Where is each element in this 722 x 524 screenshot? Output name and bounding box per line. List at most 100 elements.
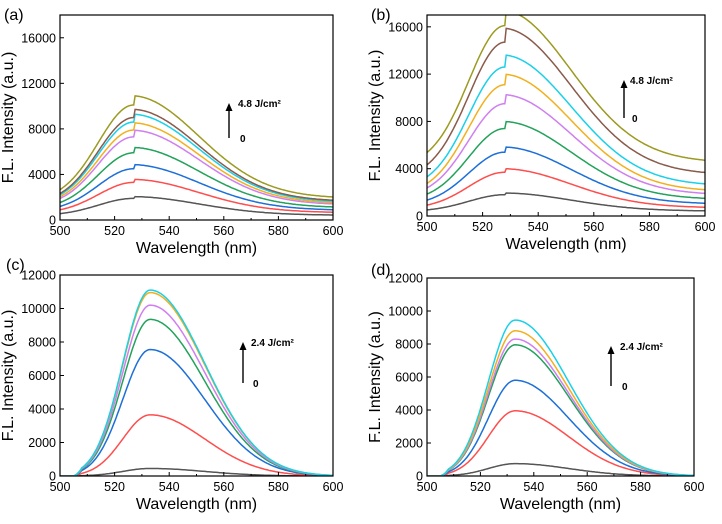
panel-label: (a) [4, 7, 24, 24]
y-tick-label: 12000 [21, 77, 56, 91]
y-tick-label: 10000 [21, 302, 56, 316]
y-axis-label: F.L. Intensity (a.u.) [367, 50, 384, 182]
x-tick-label: 540 [159, 224, 180, 238]
dose-max-label: 4.8 J/cm² [630, 76, 673, 87]
dose-min-label: 0 [632, 114, 638, 125]
series-line-5 [427, 73, 705, 191]
series-line-3 [427, 120, 705, 200]
x-tick-label: 500 [417, 480, 438, 494]
arrow-head [607, 346, 615, 354]
y-tick-label: 8000 [395, 338, 423, 352]
series-line-6 [427, 54, 705, 185]
x-axis-label: Wavelength (nm) [505, 236, 626, 253]
x-tick-label: 560 [583, 220, 604, 234]
x-tick-label: 580 [268, 480, 289, 494]
x-tick-label: 520 [104, 480, 125, 494]
y-axis-label: F.L. Intensity (a.u.) [0, 310, 17, 442]
y-tick-label: 16000 [388, 20, 423, 34]
y-tick-label: 8000 [395, 115, 423, 129]
y-axis-label: F.L. Intensity (a.u.) [367, 311, 384, 443]
panel-a: 500 520 540 560 580 600 0 4000 8000 12000 16000 Wav… [0, 7, 343, 257]
panel-label: (c) [6, 257, 25, 274]
series-line-0 [60, 195, 333, 216]
y-tick-label: 16000 [21, 31, 56, 45]
x-tick-label: 500 [50, 224, 71, 238]
y-tick-label: 10000 [388, 305, 423, 319]
y-tick-label: 4000 [28, 403, 56, 417]
panel-c: 500 520 540 560 580 6000200040006000800010000… [0, 257, 343, 513]
y-tick-label: 0 [416, 210, 423, 224]
dose-min-label: 0 [240, 134, 246, 145]
series-line-1 [60, 178, 333, 213]
arrow-head [225, 103, 233, 111]
x-tick-label: 600 [695, 220, 716, 234]
series-line-0 [427, 192, 705, 212]
x-tick-label: 560 [577, 480, 598, 494]
y-tick-label: 6000 [395, 371, 423, 385]
x-axis-label: Wavelength (nm) [136, 496, 257, 513]
y-tick-label: 8000 [28, 122, 56, 136]
y-tick-label: 12000 [388, 272, 423, 286]
series-line-4 [60, 129, 333, 205]
series-line-8 [427, 15, 705, 161]
plot-frame [59, 14, 334, 221]
y-tick-label: 4000 [28, 168, 56, 182]
series-line-2 [60, 163, 333, 211]
series-line-1 [60, 414, 333, 476]
x-tick-label: 600 [684, 480, 705, 494]
x-tick-label: 520 [104, 224, 125, 238]
series-line-6 [60, 289, 333, 476]
x-tick-label: 560 [213, 224, 234, 238]
series-line-6 [427, 319, 694, 476]
series-line-2 [427, 379, 694, 476]
series-line-1 [427, 168, 705, 208]
y-tick-label: 8000 [28, 336, 56, 350]
series-line-2 [427, 146, 705, 204]
series-line-1 [427, 410, 694, 476]
dose-max-label: 2.4 J/cm² [620, 342, 663, 353]
series-line-5 [60, 122, 333, 204]
panel-b: 500 520 540 560 580 600 0 4000 8000 12000 16000 Wav… [367, 7, 715, 253]
series-line-5 [60, 291, 333, 476]
x-tick-label: 580 [268, 224, 289, 238]
y-tick-label: 2000 [395, 437, 423, 451]
y-tick-label: 2000 [28, 436, 56, 450]
series-line-7 [427, 27, 705, 174]
x-tick-label: 600 [323, 480, 344, 494]
y-tick-label: 12000 [21, 269, 56, 283]
panel-label: (b) [371, 7, 391, 24]
x-tick-label: 540 [528, 220, 549, 234]
y-tick-label: 4000 [395, 162, 423, 176]
x-axis-label: Wavelength (nm) [500, 496, 621, 513]
series-line-4 [427, 338, 694, 476]
x-tick-label: 540 [523, 480, 544, 494]
x-tick-label: 580 [639, 220, 660, 234]
x-axis-label: Wavelength (nm) [136, 240, 257, 257]
dose-min-label: 0 [253, 379, 259, 390]
y-tick-label: 4000 [395, 404, 423, 418]
series-line-4 [427, 94, 705, 195]
y-tick-label: 6000 [28, 369, 56, 383]
x-tick-label: 500 [417, 220, 438, 234]
x-tick-label: 580 [630, 480, 651, 494]
y-tick-label: 12000 [388, 68, 423, 82]
x-tick-label: 520 [470, 480, 491, 494]
x-tick-label: 520 [472, 220, 493, 234]
series-line-8 [60, 95, 333, 198]
arrow-head [239, 342, 247, 350]
series-line-3 [60, 146, 333, 208]
x-tick-label: 500 [50, 480, 71, 494]
arrow-head [620, 80, 628, 88]
dose-max-label: 2.4 J/cm² [251, 338, 294, 349]
x-tick-label: 540 [159, 480, 180, 494]
panel-label: (d) [371, 262, 391, 279]
dose-min-label: 0 [622, 382, 628, 393]
y-tick-label: 0 [416, 470, 423, 484]
dose-max-label: 4.8 J/cm² [238, 99, 281, 110]
panel-d: 500 520 540 560 580 6000200040006000800010000… [367, 262, 704, 513]
series-line-2 [60, 348, 333, 476]
x-tick-label: 600 [323, 224, 344, 238]
y-axis-label: F.L. Intensity (a.u.) [0, 52, 17, 184]
y-tick-label: 0 [49, 214, 56, 228]
